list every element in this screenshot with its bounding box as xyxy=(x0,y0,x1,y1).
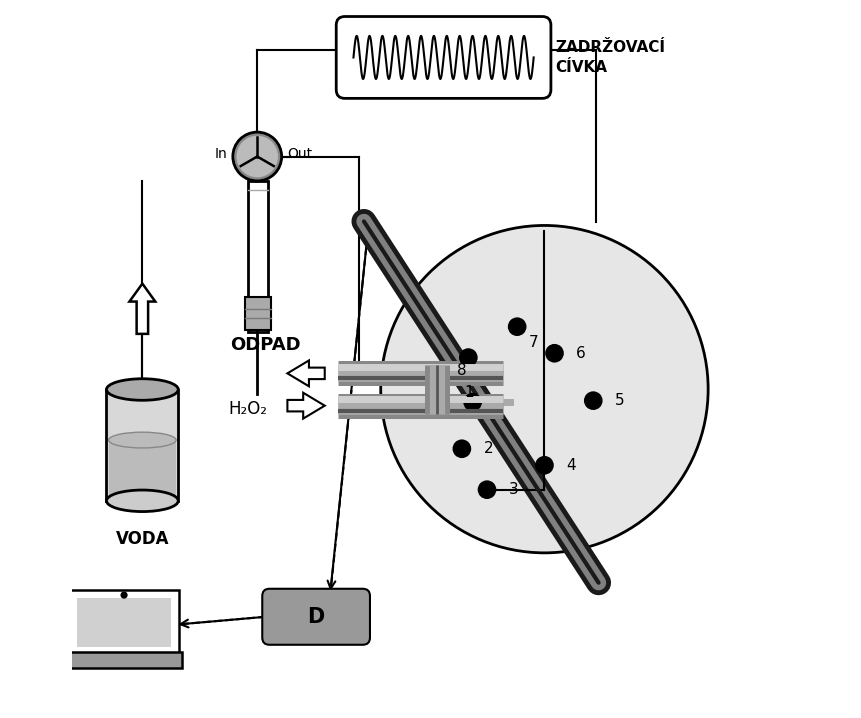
FancyBboxPatch shape xyxy=(69,590,179,655)
Circle shape xyxy=(458,348,477,367)
FancyBboxPatch shape xyxy=(248,181,268,332)
Ellipse shape xyxy=(107,490,178,512)
Circle shape xyxy=(232,132,282,181)
FancyBboxPatch shape xyxy=(107,389,178,501)
Text: 2: 2 xyxy=(483,442,492,456)
Circle shape xyxy=(535,456,553,475)
Text: VODA: VODA xyxy=(115,530,169,548)
Polygon shape xyxy=(287,360,325,386)
Text: 3: 3 xyxy=(508,482,517,497)
Text: 4: 4 xyxy=(566,458,575,472)
FancyBboxPatch shape xyxy=(262,589,369,645)
Ellipse shape xyxy=(107,379,178,400)
Circle shape xyxy=(462,393,481,411)
Text: 7: 7 xyxy=(528,335,537,350)
FancyBboxPatch shape xyxy=(66,652,182,668)
FancyBboxPatch shape xyxy=(336,17,550,98)
Text: 6: 6 xyxy=(575,346,585,360)
Text: 1: 1 xyxy=(463,386,473,400)
Circle shape xyxy=(544,344,563,363)
Circle shape xyxy=(452,439,471,458)
Circle shape xyxy=(507,317,526,336)
Text: H₂O₂: H₂O₂ xyxy=(228,399,267,418)
Ellipse shape xyxy=(108,432,176,448)
FancyBboxPatch shape xyxy=(108,440,176,498)
Circle shape xyxy=(477,480,496,499)
Circle shape xyxy=(121,592,127,599)
Text: D: D xyxy=(307,607,325,627)
Circle shape xyxy=(381,225,708,553)
Circle shape xyxy=(236,136,277,177)
Polygon shape xyxy=(287,393,325,419)
Polygon shape xyxy=(129,284,155,334)
FancyBboxPatch shape xyxy=(245,297,270,330)
Text: ZADRŽOVACÍ
CÍVKA: ZADRŽOVACÍ CÍVKA xyxy=(554,40,665,75)
Text: 8: 8 xyxy=(456,363,466,378)
FancyBboxPatch shape xyxy=(77,597,170,647)
Text: In: In xyxy=(214,146,226,161)
Text: ODPAD: ODPAD xyxy=(230,335,300,354)
Text: 5: 5 xyxy=(614,393,623,408)
Circle shape xyxy=(583,391,602,410)
Text: Out: Out xyxy=(287,146,313,161)
